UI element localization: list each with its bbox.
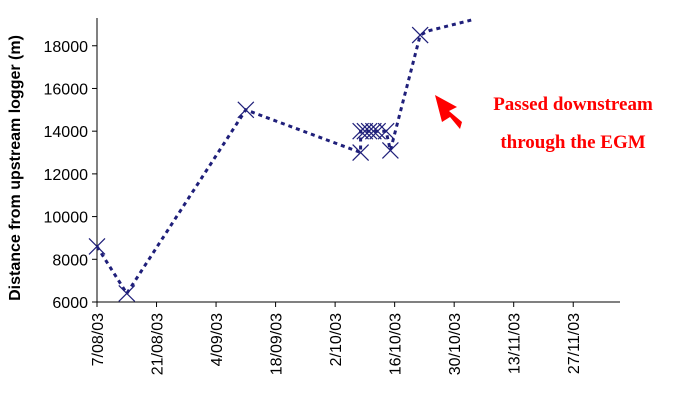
data-point-marker (237, 101, 255, 119)
x-tick-label: 30/10/03 (447, 313, 464, 375)
x-tick-label: 13/11/03 (507, 313, 524, 374)
x-tick-label: 2/10/03 (328, 313, 345, 366)
x-tick-label: 21/08/03 (150, 313, 167, 375)
series-group (88, 18, 472, 302)
data-point-marker (411, 26, 429, 44)
x-tick-label: 16/10/03 (388, 313, 405, 375)
y-axis-title: Distance from upstream logger (m) (7, 35, 24, 301)
y-axis-ticks: 6000 8000 10000 12000 14000 16000 18000 (44, 39, 97, 312)
x-tick-label: 7/08/03 (90, 313, 107, 366)
y-tick-label: 6000 (52, 295, 88, 312)
data-point-marker (88, 238, 106, 255)
chart-axes (96, 18, 620, 303)
data-point-marker (381, 141, 399, 159)
y-tick-label: 8000 (52, 252, 88, 269)
data-point-marker (369, 122, 387, 140)
y-tick-label: 12000 (44, 167, 89, 184)
data-point-marker (377, 122, 395, 140)
red-arrow (435, 95, 462, 129)
data-point-marker (352, 144, 370, 161)
series-line (95, 18, 472, 297)
annotation-line-2: through the EGM (500, 132, 645, 153)
y-tick-label: 18000 (44, 39, 89, 56)
data-point-marker (364, 122, 382, 140)
annotation-line-1: Passed downstream (493, 94, 653, 115)
y-tick-label: 14000 (44, 124, 89, 141)
x-tick-label: 4/09/03 (209, 313, 226, 366)
y-tick-label: 16000 (44, 81, 89, 98)
data-point-marker (352, 122, 370, 140)
y-tick-label: 10000 (44, 210, 89, 227)
x-tick-label: 27/11/03 (566, 313, 583, 374)
data-point-marker (356, 122, 374, 140)
x-tick-label: 18/09/03 (269, 313, 286, 375)
data-point-marker (118, 285, 136, 302)
annotation-group: Passed downstream through the EGM (435, 94, 653, 153)
x-axis-ticks: 7/08/03 21/08/03 4/09/03 18/09/03 2/10/03 16/… (90, 302, 583, 375)
data-point-marker (360, 122, 378, 140)
